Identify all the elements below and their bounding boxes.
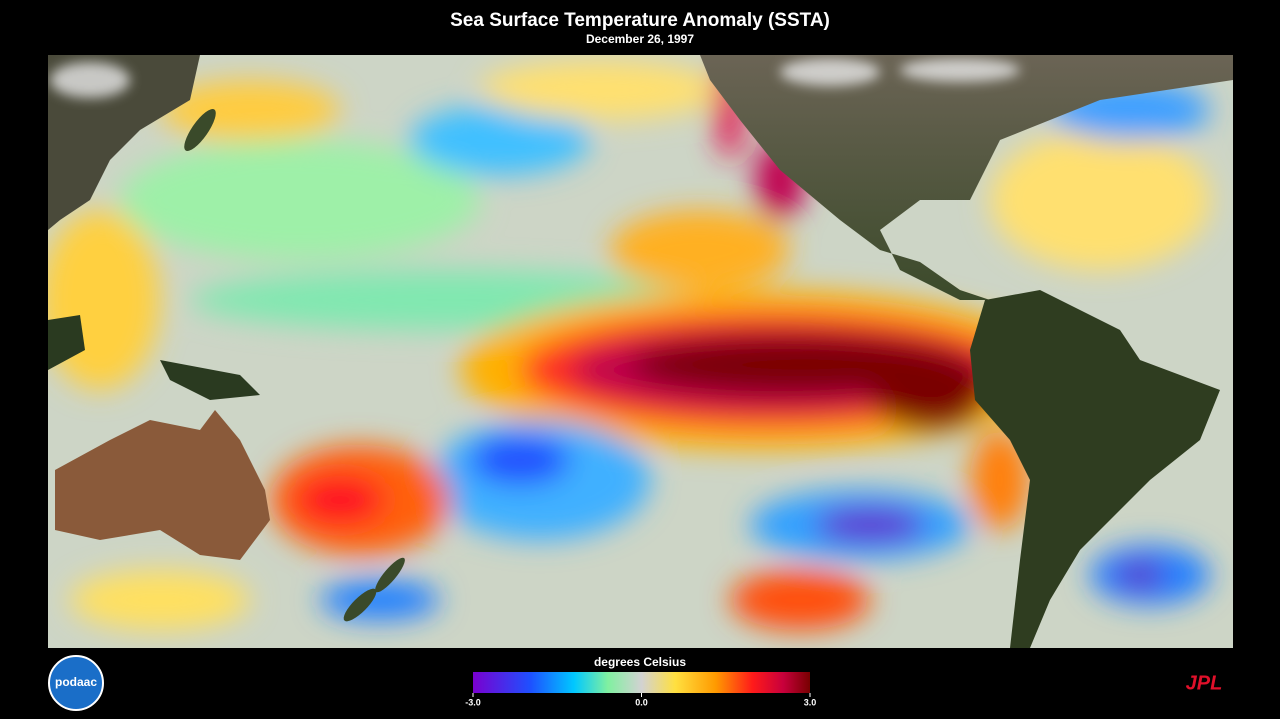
colorbar-label: degrees Celsius — [594, 655, 686, 669]
north-america — [700, 55, 1233, 300]
tick-label: -3.0 — [465, 697, 481, 707]
borneo — [48, 315, 85, 370]
tick-label: 3.0 — [804, 697, 817, 707]
new-zealand — [343, 588, 377, 622]
snow — [50, 58, 1020, 98]
subtitle: December 26, 1997 — [586, 32, 694, 46]
japan — [184, 109, 216, 151]
colorbar-ticks: -3.0 0.0 3.0 — [465, 693, 816, 707]
podaac-logo: podaac — [48, 655, 104, 711]
jpl-logo: JPL — [1186, 672, 1223, 694]
australia — [55, 410, 270, 560]
map — [48, 55, 1233, 648]
land — [48, 55, 1233, 648]
title: Sea Surface Temperature Anomaly (SSTA) — [450, 10, 830, 31]
logo-circle — [48, 655, 104, 711]
asia — [48, 55, 200, 230]
south-america — [970, 290, 1220, 648]
new-guinea — [160, 360, 260, 400]
logo-text: podaac — [55, 675, 97, 689]
new-zealand — [375, 557, 405, 593]
colorbar — [473, 672, 810, 693]
tick-label: 0.0 — [635, 697, 648, 707]
